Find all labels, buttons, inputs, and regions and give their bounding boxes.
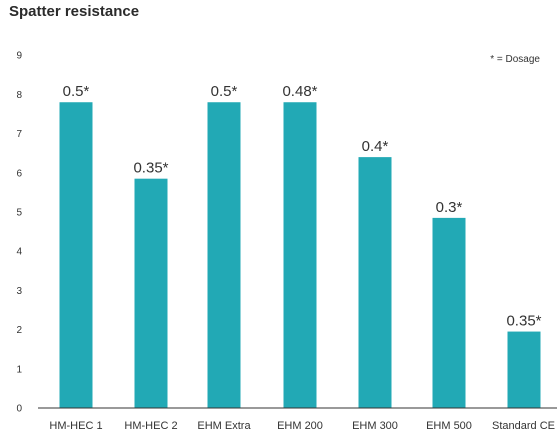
category-label: EHM 500 bbox=[426, 420, 472, 432]
category-label: HM-HEC 1 bbox=[49, 420, 102, 432]
bar bbox=[59, 102, 93, 409]
y-tick-label: 5 bbox=[16, 208, 22, 219]
category-label: Standard CE bbox=[492, 420, 555, 432]
y-tick-label: 8 bbox=[16, 90, 22, 101]
y-tick-label: 9 bbox=[16, 51, 22, 62]
bar bbox=[358, 157, 392, 408]
bar-data-label: 0.4* bbox=[362, 138, 389, 155]
y-tick-label: 7 bbox=[16, 129, 22, 140]
y-tick-label: 2 bbox=[16, 325, 22, 336]
bar bbox=[134, 178, 168, 408]
bar bbox=[432, 217, 466, 408]
category-label: EHM Extra bbox=[197, 420, 251, 432]
category-label: EHM 300 bbox=[352, 420, 398, 432]
bar-data-label: 0.3* bbox=[436, 199, 463, 216]
y-tick-label: 1 bbox=[16, 364, 22, 375]
chart-title: Spatter resistance bbox=[9, 3, 140, 20]
dosage-note: * = Dosage bbox=[490, 54, 540, 65]
category-label: EHM 200 bbox=[277, 420, 323, 432]
bar-data-label: 0.35* bbox=[506, 313, 541, 330]
y-tick-label: 0 bbox=[16, 404, 22, 415]
bar-data-label: 0.35* bbox=[133, 160, 168, 177]
bar bbox=[207, 102, 241, 409]
y-tick-label: 3 bbox=[16, 286, 22, 297]
data-labels: 0.5* 0.35* 0.5* 0.48* 0.4* 0.3* 0.35* bbox=[63, 83, 542, 329]
y-tick-label: 4 bbox=[16, 247, 22, 258]
category-label: HM-HEC 2 bbox=[124, 420, 177, 432]
bar-data-label: 0.48* bbox=[282, 83, 317, 100]
bar-data-label: 0.5* bbox=[211, 83, 238, 100]
bar bbox=[507, 331, 541, 408]
y-axis-ticks: 0 1 2 3 4 5 6 7 8 9 bbox=[16, 51, 22, 415]
bar-data-label: 0.5* bbox=[63, 83, 90, 100]
y-tick-label: 6 bbox=[16, 168, 22, 179]
bar bbox=[283, 102, 317, 409]
bars bbox=[59, 102, 541, 409]
category-labels: HM-HEC 1 HM-HEC 2 EHM Extra EHM 200 EHM 300 E… bbox=[49, 420, 555, 432]
